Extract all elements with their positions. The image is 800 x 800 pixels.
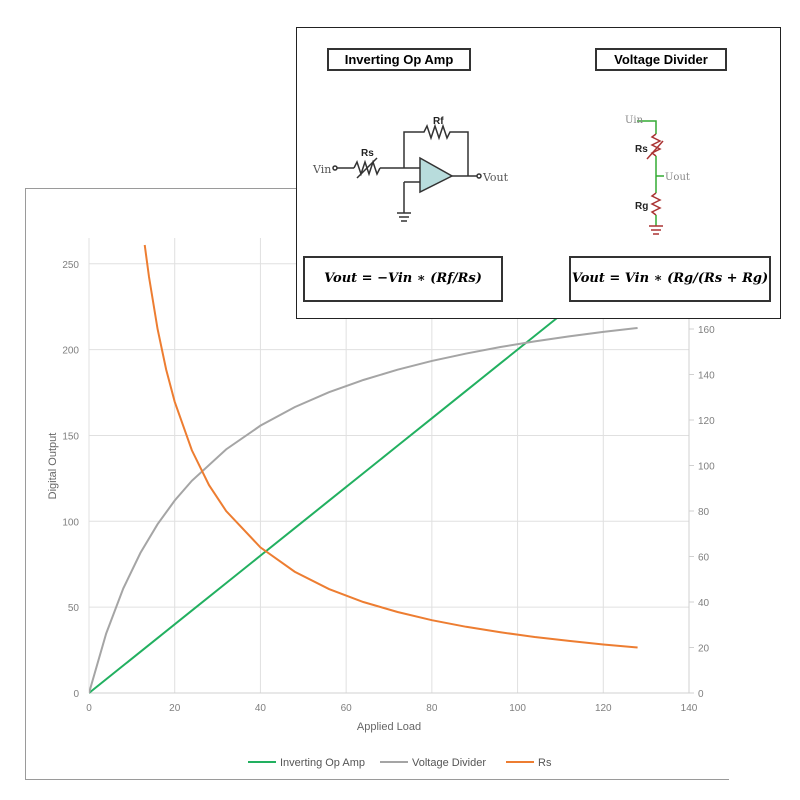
ticks: 0 20 40 60 80 100 120 1400501001502002500204060… <box>62 260 715 714</box>
rs-divider-label: Rs <box>635 144 648 155</box>
x-tick-label: 100 <box>509 703 526 714</box>
x-tick-label: 20 <box>169 703 181 714</box>
rf-label: Rf <box>433 116 444 127</box>
legend: Inverting Op Amp Voltage Divider Rs <box>248 757 552 769</box>
y-right-tick-label: 100 <box>698 462 715 473</box>
vout-label: Vout <box>482 171 509 184</box>
rg-label: Rg <box>635 201 648 212</box>
x-tick-label: 120 <box>595 703 612 714</box>
x-tick-label: 0 <box>86 703 92 714</box>
y-left-tick-label: 250 <box>62 260 79 271</box>
y-right-tick-label: 140 <box>698 371 715 382</box>
rs-label: Rs <box>361 148 374 159</box>
x-tick-label: 40 <box>255 703 267 714</box>
y-left-tick-label: 0 <box>73 689 79 700</box>
circuit-inset: Inverting Op Amp Voltage Divider Vin Vou… <box>296 27 781 319</box>
op-amp-formula: Vout = −Vin ∗ (Rf/Rs) <box>303 256 503 302</box>
voltage-divider-circuit-icon <box>637 120 664 235</box>
uin-label: Uin <box>625 115 644 126</box>
legend-label: Inverting Op Amp <box>280 757 365 769</box>
y-right-tick-label: 120 <box>698 416 715 427</box>
y-left-tick-label: 200 <box>62 346 79 357</box>
y-right-tick-label: 40 <box>698 598 710 609</box>
x-tick-label: 60 <box>341 703 353 714</box>
legend-label: Voltage Divider <box>412 757 486 769</box>
legend-label: Rs <box>538 757 552 769</box>
y-right-tick-label: 60 <box>698 553 710 564</box>
op-amp-title: Inverting Op Amp <box>327 48 471 71</box>
divider-formula: Vout = Vin ∗ (Rg/(Rs + Rg) <box>569 256 771 302</box>
series-line-voltage-divider <box>89 326 638 694</box>
series-line-rs <box>143 244 638 649</box>
y-right-tick-label: 80 <box>698 507 710 518</box>
y-right-tick-label: 160 <box>698 325 715 336</box>
vin-label: Vin <box>312 163 331 176</box>
y-right-tick-label: 0 <box>698 689 704 700</box>
y-left-tick-label: 150 <box>62 431 79 442</box>
circuit-diagrams: Vin Vout Rs Rf Uin Uout Rs Rg <box>312 115 690 235</box>
series-lines <box>89 244 639 694</box>
divider-title: Voltage Divider <box>595 48 727 71</box>
y-right-tick-label: 20 <box>698 644 710 655</box>
uout-label: Uout <box>665 172 690 183</box>
y-left-tick-label: 50 <box>68 603 80 614</box>
x-axis-title: Applied Load <box>357 721 421 733</box>
y-axis-title: Digital Output <box>47 433 59 500</box>
x-tick-label: 80 <box>426 703 438 714</box>
y-left-tick-label: 100 <box>62 517 79 528</box>
x-tick-label: 140 <box>681 703 698 714</box>
op-amp-circuit-icon <box>332 123 482 222</box>
